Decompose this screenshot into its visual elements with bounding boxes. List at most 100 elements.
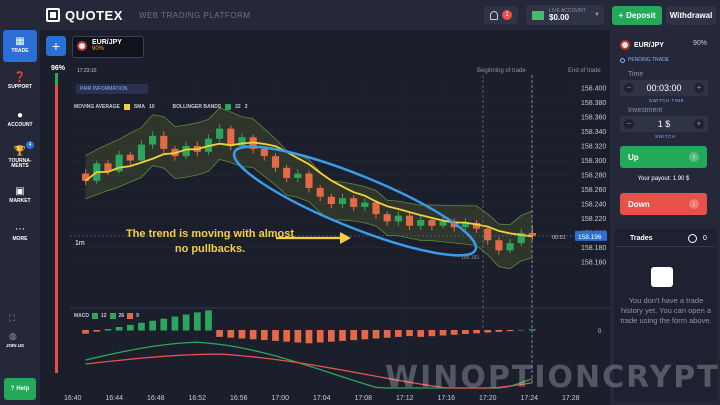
timeframe-label[interactable]: 1m [75,240,85,247]
arrow-down-icon: ↓ [689,199,699,209]
candle-body [160,135,168,149]
macd-bar [327,330,335,342]
macd-label[interactable]: MACD [74,313,89,319]
macd-indicator-bar: MACD 12 26 9 [74,313,139,319]
globe-icon[interactable]: ◍ [9,331,17,341]
bb-swatch [225,104,232,110]
macd-bar [316,330,324,343]
current-price-tag [575,230,607,241]
account-selector[interactable]: LIVE ACCOUNT $0.00 ▼ [526,5,604,25]
macd-bar [171,316,179,331]
macd-bar [182,314,190,331]
switch-investment-link[interactable]: SWITCH [655,134,676,139]
candle-body [294,173,302,178]
price-tick-label: 158.260 [581,187,606,194]
macd-bar [160,318,168,331]
panel-asset[interactable]: EUR/JPY [620,40,664,50]
pair-information-button[interactable]: PAIR INFORMATION [76,84,148,94]
macd-bar [517,329,525,331]
macd-swatch [92,313,98,319]
candle-body [338,198,347,204]
sidebar-item-more[interactable]: ⋯ MORE [3,218,37,250]
sidebar-item-tournaments[interactable]: 🏆 TOURNA- MENTS [3,140,37,176]
logo[interactable]: QUOTEX [46,8,123,23]
macd-bar [238,330,246,339]
macd-bar [450,330,458,335]
time-field[interactable]: − 00:03:00 + [620,80,708,96]
candle-body [126,154,134,161]
plus-icon[interactable]: + [693,119,704,129]
time-tick-label: 16:48 [147,395,165,402]
macd-bar [462,330,469,335]
macd-bar [339,330,346,341]
candle-body [216,128,224,139]
macd-bar [227,330,235,338]
annotation-arrowhead [340,232,351,244]
indicator-name[interactable]: MOVING AVERAGE [74,104,120,110]
help-button[interactable]: ? Help [4,378,36,400]
price-tick-label: 158.240 [581,202,606,209]
macd-bar [93,330,101,332]
plus-icon[interactable]: + [693,83,704,93]
withdrawal-button[interactable]: Withdrawal [666,6,716,25]
indicator-deviation: 2 [244,104,248,110]
notifications-button[interactable]: 1 [484,6,518,24]
macd-bar [361,330,369,340]
macd-value: 26 [118,313,125,319]
sentiment-bar [55,73,58,373]
sidebar-item-label: ACCOUNT [7,122,33,129]
sidebar-item-support[interactable]: ❓ SUPPORT [3,66,37,98]
sidebar-item-label: TOURNA- MENTS [8,157,32,169]
macd-bar [138,322,145,331]
asset-selector[interactable]: EUR/JPY 90% [72,36,144,58]
market-icon: ▣ [15,186,25,198]
deposit-label: Deposit [626,11,656,20]
indicator-period: 10 [148,104,155,110]
time-tick-label: 17:08 [355,395,373,402]
up-button[interactable]: Up ↑ [620,146,707,168]
time-tick-label: 16:40 [64,395,82,402]
tournaments-badge: 4 [26,141,34,149]
empty-history-message: You don't have a trade history yet. You … [620,296,712,325]
current-price-value: 158.196 [578,234,602,241]
add-asset-button[interactable]: + [46,36,66,56]
indicator-name[interactable]: BOLLINGER BANDS [172,104,222,110]
tab-trades[interactable]: Trades [630,235,653,242]
sentiment-bar-up [55,73,58,85]
candle-body [305,173,313,189]
candle-body [506,243,514,251]
countdown-label: 00:51 [552,235,566,241]
minus-icon[interactable]: − [624,83,634,93]
candle-body [372,202,380,215]
investment-field[interactable]: − 1 $ + [620,116,708,132]
minus-icon[interactable]: − [624,119,634,129]
pending-trade-toggle[interactable]: PENDING TRADE [620,57,669,63]
candle-body [115,154,123,172]
sidebar-item-account[interactable]: ● ACCOUNT [3,104,37,136]
help-label: Help [16,386,30,392]
join-us-label[interactable]: JOIN US [6,343,25,348]
macd-bar [104,329,112,331]
switch-time-link[interactable]: SWITCH TIME [649,98,685,103]
macd-bar [249,330,257,340]
sidebar-item-trade[interactable]: ▦ TRADE [3,30,37,62]
deposit-button[interactable]: + Deposit [612,6,662,25]
beginning-of-trade-label: Beginning of trade [477,68,526,74]
up-label: Up [628,152,639,162]
sidebar-item-market[interactable]: ▣ MARKET [3,180,37,212]
down-button[interactable]: Down ↓ [620,193,707,215]
clock-icon[interactable] [688,234,697,243]
trades-panel [614,229,717,401]
macd-bar [216,330,223,337]
fullscreen-icon[interactable]: ⛶ [9,313,16,323]
macd-bar [205,310,212,331]
macd-bar [529,329,536,331]
investment-label: Investment [628,107,663,114]
divider [616,246,715,247]
trend-ellipse [232,145,478,257]
empty-history-icon [651,267,673,287]
macd-bar [350,330,358,341]
macd-value: 12 [101,313,107,319]
price-chart[interactable]: 158.400 158.380 158.360 158.340 158.320 158.3… [40,30,610,405]
time-tick-label: 16:56 [230,395,248,402]
